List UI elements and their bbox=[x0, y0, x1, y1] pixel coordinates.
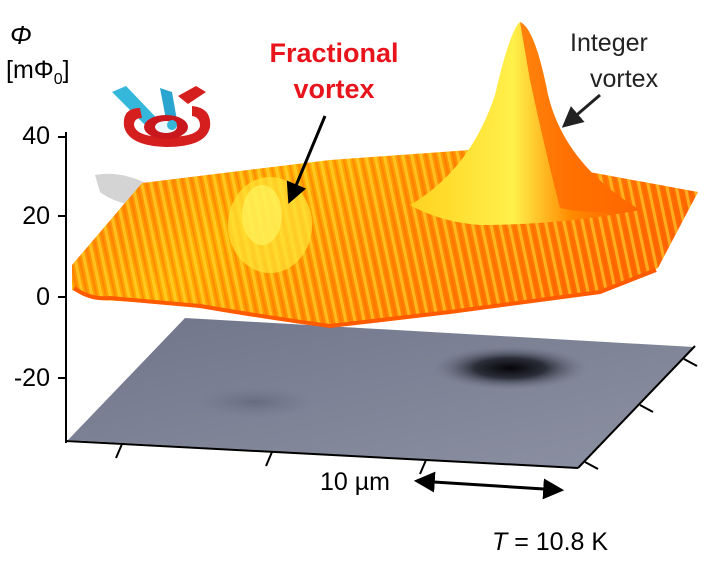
y-unit-sub: 0 bbox=[53, 71, 63, 88]
base-tick-2 bbox=[265, 451, 273, 467]
y-tick-label-20: 20 bbox=[22, 202, 50, 230]
base-front-axis bbox=[65, 440, 579, 469]
fractional-vortex-arrow bbox=[286, 115, 327, 204]
temperature-label: T = 10.8 K bbox=[492, 530, 608, 555]
temperature-value: = 10.8 K bbox=[507, 528, 609, 556]
y-unit-suffix: ] bbox=[62, 56, 70, 84]
integer-vortex-label-line2: vortex bbox=[590, 65, 659, 93]
integer-vortex-label-line1: Integer bbox=[570, 29, 648, 57]
squid-sensor-icon bbox=[112, 86, 211, 147]
base-tick-1 bbox=[115, 443, 123, 459]
y-unit-prefix: [mΦ bbox=[6, 56, 54, 84]
base-tick-3 bbox=[419, 459, 427, 475]
y-tick-label-0: 0 bbox=[36, 283, 50, 311]
y-tick-label-40: 40 bbox=[22, 122, 50, 150]
temperature-symbol: T bbox=[492, 528, 508, 556]
y-tick-label-minus20: -20 bbox=[13, 364, 50, 392]
projection-plane bbox=[68, 318, 694, 468]
fractional-vortex-label-line1: Fractional bbox=[269, 38, 399, 68]
y-axis-symbol: Φ bbox=[10, 20, 32, 50]
integer-vortex-arrow bbox=[561, 93, 601, 128]
y-axis-unit: [mΦ0] bbox=[6, 58, 70, 88]
flux-surface bbox=[72, 22, 698, 329]
base-tick-4 bbox=[584, 461, 599, 470]
base-tick-6 bbox=[683, 358, 698, 367]
fractional-vortex-label-line2: vortex bbox=[293, 74, 375, 104]
scale-bar bbox=[413, 471, 565, 500]
base-tick-5 bbox=[639, 404, 654, 413]
scale-bar-label: 10 µm bbox=[320, 468, 390, 496]
base-right-axis bbox=[577, 345, 696, 469]
